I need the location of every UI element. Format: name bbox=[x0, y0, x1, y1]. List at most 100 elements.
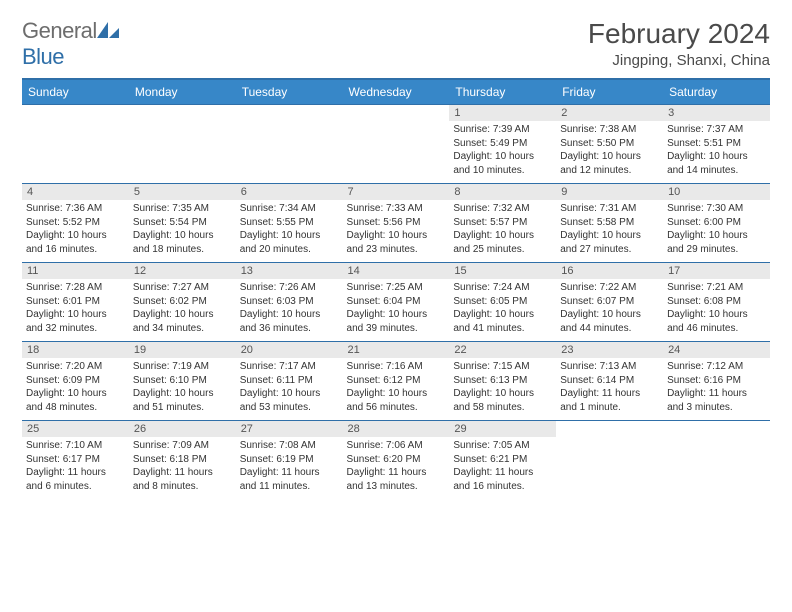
calendar-cell: 23Sunrise: 7:13 AMSunset: 6:14 PMDayligh… bbox=[556, 342, 663, 421]
sunrise-line: Sunrise: 7:19 AM bbox=[133, 360, 232, 374]
day-details: Sunrise: 7:37 AMSunset: 5:51 PMDaylight:… bbox=[663, 121, 770, 183]
sunset-line: Sunset: 6:20 PM bbox=[347, 453, 446, 467]
calendar-cell: 12Sunrise: 7:27 AMSunset: 6:02 PMDayligh… bbox=[129, 263, 236, 342]
day-details: Sunrise: 7:22 AMSunset: 6:07 PMDaylight:… bbox=[556, 279, 663, 341]
daylight-line: Daylight: 10 hours and 39 minutes. bbox=[347, 308, 446, 335]
day-details: Sunrise: 7:24 AMSunset: 6:05 PMDaylight:… bbox=[449, 279, 556, 341]
sunrise-line: Sunrise: 7:30 AM bbox=[667, 202, 766, 216]
sunrise-line: Sunrise: 7:06 AM bbox=[347, 439, 446, 453]
day-details: Sunrise: 7:25 AMSunset: 6:04 PMDaylight:… bbox=[343, 279, 450, 341]
calendar-cell: 14Sunrise: 7:25 AMSunset: 6:04 PMDayligh… bbox=[343, 263, 450, 342]
month-title: February 2024 bbox=[588, 18, 770, 50]
day-header: Sunday bbox=[22, 79, 129, 105]
header: GeneralBlue February 2024 Jingping, Shan… bbox=[22, 18, 770, 70]
sunrise-line: Sunrise: 7:32 AM bbox=[453, 202, 552, 216]
day-details: Sunrise: 7:26 AMSunset: 6:03 PMDaylight:… bbox=[236, 279, 343, 341]
sunrise-line: Sunrise: 7:27 AM bbox=[133, 281, 232, 295]
daylight-line: Daylight: 10 hours and 46 minutes. bbox=[667, 308, 766, 335]
daylight-line: Daylight: 11 hours and 1 minute. bbox=[560, 387, 659, 414]
daylight-line: Daylight: 10 hours and 29 minutes. bbox=[667, 229, 766, 256]
day-header: Saturday bbox=[663, 79, 770, 105]
daylight-line: Daylight: 10 hours and 20 minutes. bbox=[240, 229, 339, 256]
sunset-line: Sunset: 6:21 PM bbox=[453, 453, 552, 467]
calendar-week: 18Sunrise: 7:20 AMSunset: 6:09 PMDayligh… bbox=[22, 342, 770, 421]
day-number: 4 bbox=[22, 184, 129, 200]
daylight-line: Daylight: 10 hours and 58 minutes. bbox=[453, 387, 552, 414]
daylight-line: Daylight: 10 hours and 53 minutes. bbox=[240, 387, 339, 414]
sunrise-line: Sunrise: 7:10 AM bbox=[26, 439, 125, 453]
day-number: 3 bbox=[663, 105, 770, 121]
calendar-cell: 13Sunrise: 7:26 AMSunset: 6:03 PMDayligh… bbox=[236, 263, 343, 342]
day-details: Sunrise: 7:21 AMSunset: 6:08 PMDaylight:… bbox=[663, 279, 770, 341]
daylight-line: Daylight: 10 hours and 27 minutes. bbox=[560, 229, 659, 256]
sunset-line: Sunset: 6:09 PM bbox=[26, 374, 125, 388]
calendar-week: 4 Sunrise: 7:36 AMSunset: 5:52 PM Daylight… bbox=[22, 184, 770, 263]
day-details: Sunrise: 7:33 AMSunset: 5:56 PMDaylight:… bbox=[343, 200, 450, 262]
calendar-week: 11Sunrise: 7:28 AMSunset: 6:01 PMDayligh… bbox=[22, 263, 770, 342]
day-number: 24 bbox=[663, 342, 770, 358]
day-number: 2 bbox=[556, 105, 663, 121]
location: Jingping, Shanxi, China bbox=[588, 52, 770, 69]
day-number: 5 bbox=[129, 184, 236, 200]
calendar-week: 25Sunrise: 7:10 AMSunset: 6:17 PMDayligh… bbox=[22, 421, 770, 500]
sunrise-line: Sunrise: 7:25 AM bbox=[347, 281, 446, 295]
day-details: Sunrise: 7:38 AMSunset: 5:50 PMDaylight:… bbox=[556, 121, 663, 183]
logo-text: GeneralBlue bbox=[22, 18, 119, 70]
day-number: 22 bbox=[449, 342, 556, 358]
sunset-line: Sunset: 5:55 PM bbox=[240, 216, 339, 230]
sunrise-line: Sunrise: 7:16 AM bbox=[347, 360, 446, 374]
sunset-line: Sunset: 5:57 PM bbox=[453, 216, 552, 230]
daylight-line: Daylight: 11 hours and 3 minutes. bbox=[667, 387, 766, 414]
calendar-cell bbox=[556, 421, 663, 500]
sunrise-line: Sunrise: 7:15 AM bbox=[453, 360, 552, 374]
sunset-line: Sunset: 5:52 PM bbox=[26, 216, 125, 230]
sunset-line: Sunset: 5:56 PM bbox=[347, 216, 446, 230]
calendar-cell: 2Sunrise: 7:38 AMSunset: 5:50 PMDaylight… bbox=[556, 105, 663, 184]
sunset-line: Sunset: 5:51 PM bbox=[667, 137, 766, 151]
calendar-cell: 15Sunrise: 7:24 AMSunset: 6:05 PMDayligh… bbox=[449, 263, 556, 342]
daylight-line: Daylight: 10 hours and 34 minutes. bbox=[133, 308, 232, 335]
calendar-cell: 6Sunrise: 7:34 AMSunset: 5:55 PMDaylight… bbox=[236, 184, 343, 263]
logo: GeneralBlue bbox=[22, 18, 119, 70]
sunrise-line: Sunrise: 7:12 AM bbox=[667, 360, 766, 374]
day-details: Sunrise: 7:27 AMSunset: 6:02 PMDaylight:… bbox=[129, 279, 236, 341]
calendar-cell: 5Sunrise: 7:35 AMSunset: 5:54 PMDaylight… bbox=[129, 184, 236, 263]
calendar-cell: 10Sunrise: 7:30 AMSunset: 6:00 PMDayligh… bbox=[663, 184, 770, 263]
day-details: Sunrise: 7:32 AMSunset: 5:57 PMDaylight:… bbox=[449, 200, 556, 262]
sunset-line: Sunset: 6:01 PM bbox=[26, 295, 125, 309]
calendar-cell: 27Sunrise: 7:08 AMSunset: 6:19 PMDayligh… bbox=[236, 421, 343, 500]
calendar-cell: 29Sunrise: 7:05 AMSunset: 6:21 PMDayligh… bbox=[449, 421, 556, 500]
sunrise-line: Sunrise: 7:39 AM bbox=[453, 123, 552, 137]
day-details: Sunrise: 7:06 AMSunset: 6:20 PMDaylight:… bbox=[343, 437, 450, 499]
day-details: Sunrise: 7:30 AMSunset: 6:00 PMDaylight:… bbox=[663, 200, 770, 262]
day-number: 23 bbox=[556, 342, 663, 358]
sunrise-line: Sunrise: 7:05 AM bbox=[453, 439, 552, 453]
calendar-cell: 25Sunrise: 7:10 AMSunset: 6:17 PMDayligh… bbox=[22, 421, 129, 500]
day-header: Thursday bbox=[449, 79, 556, 105]
day-number: 13 bbox=[236, 263, 343, 279]
calendar-cell: 20Sunrise: 7:17 AMSunset: 6:11 PMDayligh… bbox=[236, 342, 343, 421]
calendar-cell bbox=[663, 421, 770, 500]
day-number: 16 bbox=[556, 263, 663, 279]
day-details: Sunrise: 7:16 AMSunset: 6:12 PMDaylight:… bbox=[343, 358, 450, 420]
daylight-line: Daylight: 10 hours and 41 minutes. bbox=[453, 308, 552, 335]
day-number: 15 bbox=[449, 263, 556, 279]
sunset-line: Sunset: 6:13 PM bbox=[453, 374, 552, 388]
day-details: Sunrise: 7:13 AMSunset: 6:14 PMDaylight:… bbox=[556, 358, 663, 420]
sunrise-line: Sunrise: 7:24 AM bbox=[453, 281, 552, 295]
daylight-line: Daylight: 10 hours and 10 minutes. bbox=[453, 150, 552, 177]
sunset-line: Sunset: 5:49 PM bbox=[453, 137, 552, 151]
day-details: Sunrise: 7:20 AMSunset: 6:09 PMDaylight:… bbox=[22, 358, 129, 420]
sunrise-line: Sunrise: 7:35 AM bbox=[133, 202, 232, 216]
day-number: 20 bbox=[236, 342, 343, 358]
calendar-cell bbox=[236, 105, 343, 184]
sunset-line: Sunset: 6:03 PM bbox=[240, 295, 339, 309]
daylight-line: Daylight: 10 hours and 12 minutes. bbox=[560, 150, 659, 177]
day-number: 10 bbox=[663, 184, 770, 200]
sunrise-line: Sunrise: 7:36 AM bbox=[26, 202, 125, 216]
sunrise-line: Sunrise: 7:17 AM bbox=[240, 360, 339, 374]
calendar-cell: 21Sunrise: 7:16 AMSunset: 6:12 PMDayligh… bbox=[343, 342, 450, 421]
calendar-cell: 7Sunrise: 7:33 AMSunset: 5:56 PMDaylight… bbox=[343, 184, 450, 263]
sunrise-line: Sunrise: 7:34 AM bbox=[240, 202, 339, 216]
day-details: Sunrise: 7:15 AMSunset: 6:13 PMDaylight:… bbox=[449, 358, 556, 420]
